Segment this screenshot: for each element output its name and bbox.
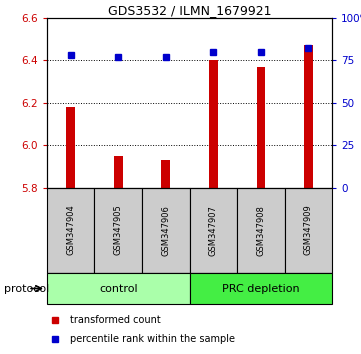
Bar [142,188,190,273]
Bar [95,188,142,273]
Text: GSM347908: GSM347908 [256,205,265,256]
Text: GSM347904: GSM347904 [66,205,75,256]
Text: transformed count: transformed count [70,315,161,325]
Bar [257,67,265,188]
Text: control: control [99,284,138,293]
Text: GSM347907: GSM347907 [209,205,218,256]
Bar [190,273,332,304]
Bar [284,188,332,273]
Bar [114,156,122,188]
Bar [47,188,95,273]
Text: percentile rank within the sample: percentile rank within the sample [70,333,235,344]
Bar [47,273,190,304]
Title: GDS3532 / ILMN_1679921: GDS3532 / ILMN_1679921 [108,4,271,17]
Bar [209,60,218,188]
Text: protocol: protocol [4,284,49,293]
Text: GSM347906: GSM347906 [161,205,170,256]
Bar [66,107,75,188]
Text: GSM347905: GSM347905 [114,205,123,256]
Bar [190,188,237,273]
Bar [304,45,313,188]
Bar [237,188,284,273]
Text: PRC depletion: PRC depletion [222,284,300,293]
Text: GSM347909: GSM347909 [304,205,313,256]
Bar [161,160,170,188]
